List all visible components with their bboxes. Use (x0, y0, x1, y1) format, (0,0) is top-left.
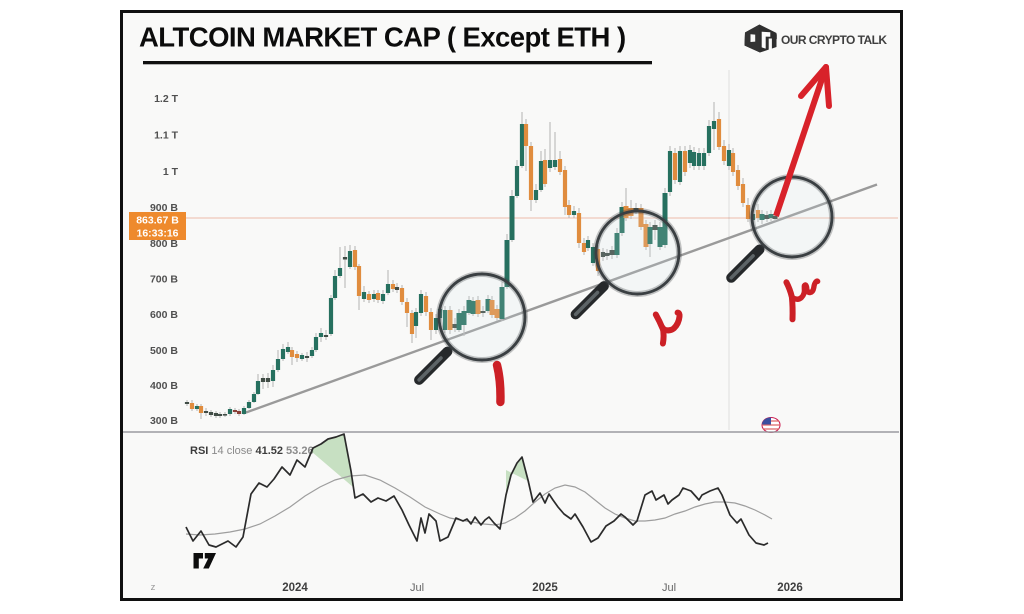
svg-text:2025: 2025 (532, 582, 558, 594)
svg-text:1.1 T: 1.1 T (154, 130, 179, 142)
svg-text:863.67 B: 863.67 B (136, 215, 179, 227)
svg-text:1.2 T: 1.2 T (154, 93, 179, 105)
svg-text:z: z (151, 582, 156, 593)
svg-text:OUR CRYPTO TALK: OUR CRYPTO TALK (781, 33, 887, 47)
svg-text:2024: 2024 (282, 582, 308, 594)
svg-text:900 B: 900 B (150, 202, 178, 214)
svg-text:ALTCOIN MARKET CAP ( Except ET: ALTCOIN MARKET CAP ( Except ETH ) (139, 22, 626, 53)
svg-text:Jul: Jul (662, 582, 676, 594)
svg-text:1 T: 1 T (163, 166, 179, 178)
svg-text:2026: 2026 (777, 582, 803, 594)
svg-text:800 B: 800 B (150, 238, 178, 250)
svg-text:Jul: Jul (410, 582, 424, 594)
svg-text:RSI 14 close 41.52 53.26: RSI 14 close 41.52 53.26 (190, 445, 314, 457)
svg-text:16:33:16: 16:33:16 (136, 228, 178, 240)
svg-text:300 B: 300 B (150, 415, 178, 427)
svg-text:700 B: 700 B (150, 274, 178, 286)
svg-text:500 B: 500 B (150, 345, 178, 357)
svg-text:600 B: 600 B (150, 309, 178, 321)
svg-text:400 B: 400 B (150, 380, 178, 392)
